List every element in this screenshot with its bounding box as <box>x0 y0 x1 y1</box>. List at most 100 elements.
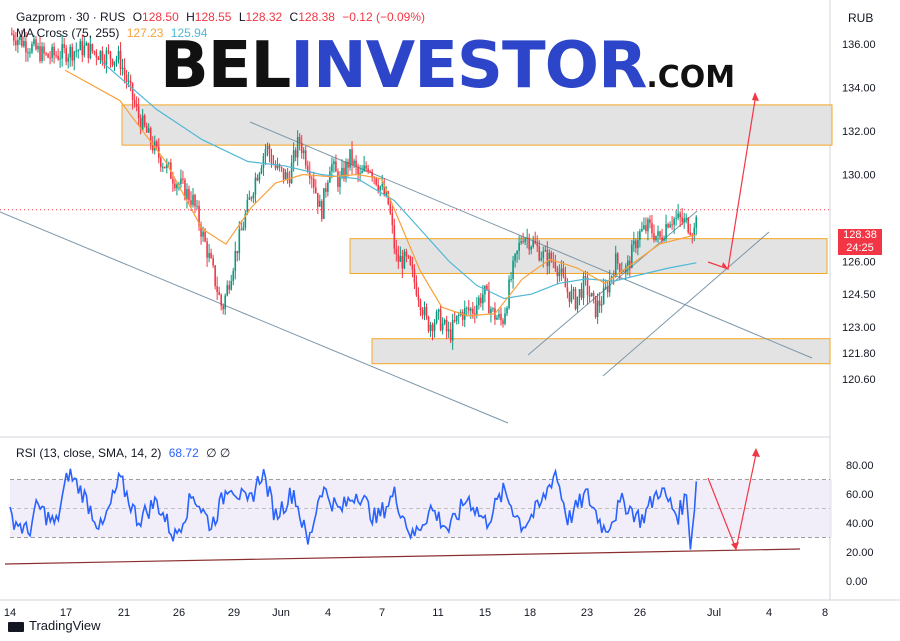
candle-body <box>260 167 263 174</box>
candle-body <box>282 168 285 180</box>
candle-body <box>478 297 480 306</box>
candle-body <box>367 168 369 172</box>
candle-body <box>49 57 51 59</box>
candle-body <box>524 238 526 242</box>
candle-body <box>79 41 82 51</box>
candle-body <box>109 51 112 60</box>
candle-body <box>234 250 237 271</box>
candle-body <box>399 256 402 262</box>
candle-body <box>143 115 146 126</box>
channel-line-top <box>527 210 698 356</box>
candle-body <box>141 115 144 130</box>
candle-body <box>578 289 581 297</box>
candle-body <box>103 61 106 65</box>
candle-body <box>184 179 186 200</box>
candle-body <box>312 178 315 188</box>
logo-dotcom: .COM <box>646 60 736 95</box>
candle-body <box>379 186 382 191</box>
change-value: −0.12 (−0.09%) <box>342 10 425 24</box>
currency-label: RUB <box>848 11 874 25</box>
time-tick-label: 11 <box>432 607 443 619</box>
candle-body <box>105 50 108 65</box>
candle-body <box>182 178 184 180</box>
candle-body <box>383 184 386 196</box>
price-tick-label: 136.00 <box>842 39 876 51</box>
candle-body <box>125 74 128 82</box>
candle-body <box>427 316 430 332</box>
candle-body <box>439 309 442 331</box>
high-label: H <box>186 10 195 24</box>
candle-body <box>276 164 279 169</box>
support-resistance-zone <box>121 104 833 146</box>
candle-body <box>657 231 659 236</box>
candle-body <box>568 291 571 302</box>
forecast-arrowhead <box>722 262 729 270</box>
candle-body <box>339 176 341 187</box>
candle-body <box>262 156 265 168</box>
candle-body <box>319 200 321 207</box>
candle-body <box>596 300 599 318</box>
candle-body <box>673 218 675 225</box>
candle-body <box>242 227 245 231</box>
rsi-tick-label: 0.00 <box>846 576 867 588</box>
time-tick-label: 4 <box>766 607 772 619</box>
logo-investor: INVESTOR <box>290 29 647 103</box>
candle-body <box>210 253 212 259</box>
candle-body <box>69 46 72 58</box>
candle-body <box>194 194 196 207</box>
candle-body <box>220 294 222 306</box>
candle-body <box>123 67 126 75</box>
candle-body <box>101 51 104 62</box>
time-tick-label: 29 <box>228 607 240 619</box>
candle-body <box>149 128 152 144</box>
candle-body <box>562 268 565 277</box>
candle-body <box>492 308 494 310</box>
candle-body <box>133 99 136 104</box>
candle-body <box>423 306 426 316</box>
candle-body <box>514 254 516 261</box>
candle-body <box>286 172 289 179</box>
rsi-tick-label: 80.00 <box>846 460 874 472</box>
candle-body <box>190 200 192 205</box>
price-tick-label: 120.60 <box>842 374 876 386</box>
time-tick-label: 21 <box>118 607 130 619</box>
candle-body <box>393 225 396 249</box>
candle-body <box>300 142 303 154</box>
candle-body <box>226 285 229 296</box>
rsi-line <box>9 468 698 550</box>
candle-body <box>409 256 412 265</box>
candle-body <box>325 188 327 192</box>
candle-body <box>67 57 69 62</box>
candle-body <box>433 323 436 332</box>
candle-body <box>53 46 55 56</box>
candle-body <box>385 191 388 196</box>
candle-body <box>544 250 547 252</box>
candle-body <box>391 213 394 226</box>
candle-body <box>413 269 416 283</box>
candle-body <box>230 281 233 290</box>
time-tick-label: 23 <box>581 607 593 619</box>
candle-body <box>397 254 400 262</box>
candle-body <box>323 188 325 219</box>
candle-body <box>588 295 591 297</box>
tradingview-footer[interactable]: TradingView <box>8 618 101 633</box>
candle-body <box>645 225 647 232</box>
candle-body <box>218 292 220 295</box>
ma-header: MA Cross (75, 255) 127.23 125.94 <box>16 26 211 40</box>
candle-body <box>451 320 454 341</box>
close-value: 128.38 <box>298 10 335 24</box>
candle-body <box>244 213 247 228</box>
candle-body <box>649 219 651 224</box>
candle-body <box>321 200 323 219</box>
candle-body <box>306 165 309 172</box>
trend-line-lower <box>0 211 509 424</box>
candle-body <box>461 312 464 320</box>
candle-body <box>25 41 27 53</box>
candle-body <box>598 300 601 306</box>
candle-body <box>687 218 689 233</box>
candle-body <box>566 287 569 292</box>
candle-body <box>117 50 120 60</box>
candle-body <box>365 165 367 169</box>
candle-body <box>592 292 595 297</box>
